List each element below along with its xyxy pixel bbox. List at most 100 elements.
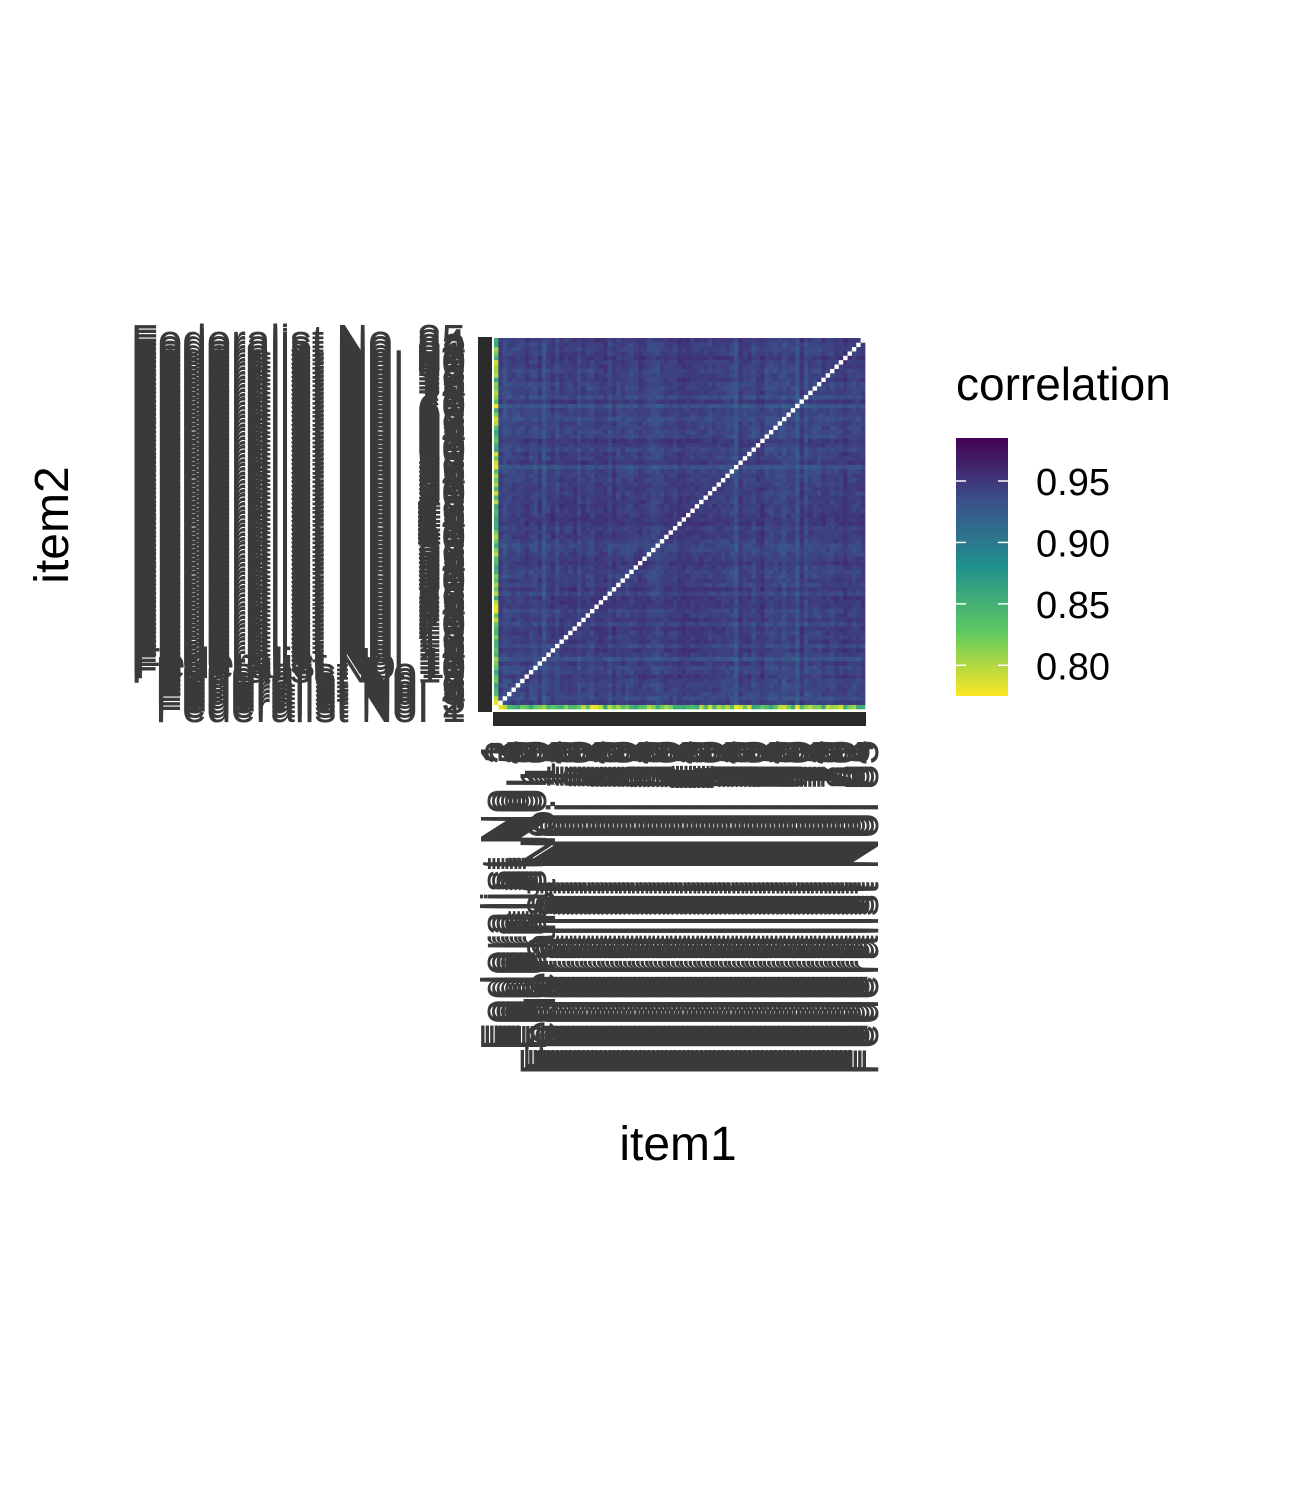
heatmap-cell	[498, 556, 504, 561]
heatmap-cell	[690, 647, 696, 653]
heatmap-cell	[633, 604, 639, 609]
heatmap-cell	[546, 364, 552, 369]
heatmap-cell	[712, 530, 717, 535]
heatmap-cell	[507, 386, 512, 391]
heatmap-cell	[690, 704, 696, 710]
heatmap-cell	[686, 346, 691, 352]
heatmap-cell	[594, 612, 600, 618]
heatmap-cell	[542, 490, 547, 496]
heatmap-cell	[563, 560, 569, 566]
heatmap-cell	[607, 407, 613, 413]
heatmap-cell	[659, 386, 665, 391]
heatmap-cell	[642, 429, 648, 435]
heatmap-cell	[555, 438, 560, 444]
heatmap-cell	[555, 556, 560, 561]
heatmap-cell	[694, 420, 700, 426]
heatmap-cell	[646, 604, 652, 609]
heatmap-cell	[725, 582, 731, 588]
heatmap-cell	[576, 647, 582, 653]
heatmap-cell	[686, 665, 691, 671]
heatmap-cell	[638, 643, 643, 649]
heatmap-cell	[533, 342, 538, 348]
heatmap-cell	[520, 617, 525, 623]
y-tick-label: Federalist No. 16	[131, 617, 466, 666]
heatmap-cell	[559, 560, 565, 566]
heatmap-cell	[616, 617, 621, 623]
heatmap-cell	[542, 665, 547, 671]
heatmap-cell	[572, 604, 578, 609]
heatmap-cell	[533, 573, 538, 579]
heatmap-cell	[603, 447, 608, 452]
heatmap-cell	[528, 434, 534, 439]
heatmap-cell	[638, 490, 643, 496]
heatmap-cell	[555, 534, 560, 540]
heatmap-cell	[546, 412, 552, 417]
heatmap-cell	[572, 599, 578, 605]
heatmap-cell	[707, 656, 713, 662]
heatmap-cell	[707, 634, 713, 640]
x-tick-label: Federalist No. 56	[712, 740, 761, 1075]
heatmap-cell	[620, 626, 626, 631]
heatmap-cell	[646, 407, 652, 413]
heatmap-cell	[563, 534, 569, 540]
heatmap-cell	[537, 521, 543, 527]
heatmap-cell	[594, 403, 600, 409]
heatmap-cell	[712, 660, 717, 666]
heatmap-cell	[734, 377, 739, 382]
heatmap-cell	[720, 355, 726, 361]
heatmap-cell	[694, 695, 700, 701]
heatmap-cell	[603, 464, 608, 470]
heatmap-cell	[620, 342, 626, 348]
heatmap-cell	[668, 674, 674, 679]
heatmap-cell	[576, 429, 582, 435]
heatmap-cell	[520, 508, 525, 513]
heatmap-cell	[576, 495, 582, 500]
y-tick-label: Federalist No. 68	[131, 390, 466, 439]
heatmap-cell	[550, 503, 556, 509]
heatmap-cell	[659, 687, 665, 692]
heatmap-cell	[729, 425, 735, 430]
heatmap-cell	[520, 381, 525, 387]
heatmap-cell	[725, 639, 731, 644]
heatmap-cell	[659, 438, 665, 444]
heatmap-cell	[507, 442, 512, 448]
heatmap-cell	[668, 691, 674, 697]
heatmap-cell	[590, 416, 595, 422]
heatmap-cell	[511, 538, 517, 544]
heatmap-cell	[511, 338, 517, 343]
heatmap-cell	[550, 578, 556, 583]
heatmap-cell	[581, 451, 586, 457]
heatmap-cell	[528, 521, 534, 527]
heatmap-cell	[672, 543, 678, 548]
heatmap-cell	[603, 394, 608, 400]
heatmap-cell	[616, 338, 621, 343]
heatmap-cell	[546, 543, 552, 548]
heatmap-cell	[686, 530, 691, 535]
heatmap-cell	[555, 372, 560, 378]
x-tick-label: Federalist No. 30	[599, 740, 648, 1075]
heatmap-cell	[537, 482, 543, 487]
heatmap-cell	[498, 530, 504, 535]
heatmap-cell	[603, 399, 608, 404]
heatmap-cell	[655, 612, 661, 618]
heatmap-cell	[655, 416, 661, 422]
y-tick-label: Federalist No. 29	[131, 561, 466, 610]
heatmap-cell	[720, 455, 726, 461]
heatmap-cell	[502, 564, 508, 570]
y-tick-label: Federalist No. 41	[131, 508, 466, 557]
heatmap-cell	[572, 508, 578, 513]
heatmap-cell	[502, 530, 508, 535]
heatmap-cell	[537, 704, 543, 710]
heatmap-cell	[699, 386, 704, 391]
heatmap-cell	[712, 403, 717, 409]
heatmap-cell	[681, 586, 687, 592]
heatmap-cell	[681, 564, 687, 570]
heatmap-cell	[659, 630, 665, 636]
heatmap-cell	[555, 434, 560, 439]
heatmap-cell	[563, 700, 569, 705]
heatmap-cell	[594, 386, 600, 391]
heatmap-cell	[716, 486, 722, 492]
heatmap-cell	[520, 547, 525, 553]
heatmap-cell	[568, 582, 573, 588]
heatmap-cell	[533, 551, 538, 557]
